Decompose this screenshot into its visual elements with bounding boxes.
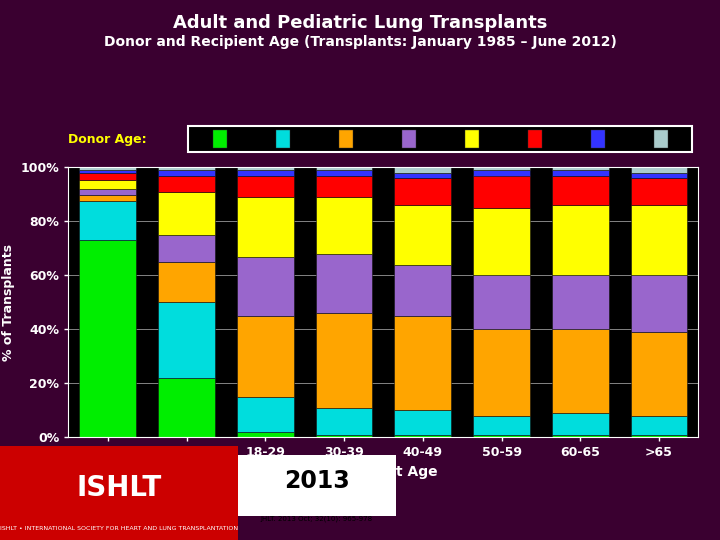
Bar [158, 176, 215, 192]
Bar [473, 176, 530, 208]
Bar [552, 170, 608, 176]
Bar [631, 173, 688, 178]
X-axis label: Recipient Age: Recipient Age [329, 465, 438, 479]
Bar [158, 192, 215, 235]
Bar [631, 205, 688, 275]
Bar [552, 435, 608, 437]
Bar [315, 176, 372, 197]
Bar [395, 410, 451, 435]
Text: Donor and Recipient Age (Transplants: January 1985 – June 2012): Donor and Recipient Age (Transplants: Ja… [104, 35, 616, 49]
Bar [395, 265, 451, 316]
Bar [631, 178, 688, 205]
Bar [631, 167, 688, 173]
Text: 2013: 2013 [284, 469, 350, 494]
Bar [238, 455, 396, 516]
Bar [473, 416, 530, 435]
Bar [473, 275, 530, 329]
Bar [0, 446, 238, 540]
Bar [473, 329, 530, 416]
Bar [631, 332, 688, 416]
Bar [552, 176, 608, 205]
Bar [315, 408, 372, 435]
Bar [631, 275, 688, 332]
Bar [339, 130, 354, 148]
Bar [276, 130, 290, 148]
Bar [79, 195, 136, 201]
Bar [188, 126, 692, 152]
Text: Adult and Pediatric Lung Transplants: Adult and Pediatric Lung Transplants [173, 14, 547, 31]
Bar [315, 197, 372, 254]
Text: ISHLT • INTERNATIONAL SOCIETY FOR HEART AND LUNG TRANSPLANTATION: ISHLT • INTERNATIONAL SOCIETY FOR HEART … [0, 526, 238, 531]
Bar [528, 130, 542, 148]
Bar [473, 208, 530, 275]
Bar [552, 275, 608, 329]
Bar [315, 435, 372, 437]
Bar [473, 435, 530, 437]
Bar [79, 167, 136, 171]
Bar [395, 316, 451, 410]
Text: Donor Age:: Donor Age: [68, 132, 147, 146]
Bar [315, 254, 372, 313]
Bar [552, 413, 608, 435]
Bar [158, 262, 215, 302]
Bar [79, 188, 136, 195]
Bar [395, 435, 451, 437]
Bar [79, 173, 136, 179]
Bar [395, 173, 451, 178]
Bar [591, 130, 606, 148]
Text: ISHLT: ISHLT [76, 474, 161, 502]
Bar [552, 205, 608, 275]
Bar [79, 240, 136, 437]
Bar [237, 397, 294, 432]
Bar [402, 130, 416, 148]
Bar [158, 170, 215, 176]
Bar [213, 130, 228, 148]
Bar [158, 302, 215, 378]
Bar [79, 171, 136, 173]
Bar [158, 235, 215, 262]
Bar [237, 170, 294, 176]
Bar [237, 197, 294, 256]
Bar [79, 179, 136, 188]
Bar [465, 130, 480, 148]
Bar [654, 130, 668, 148]
Y-axis label: % of Transplants: % of Transplants [2, 244, 15, 361]
Bar [473, 170, 530, 176]
Bar [158, 167, 215, 170]
Bar [315, 167, 372, 170]
Bar [552, 329, 608, 413]
Bar [237, 176, 294, 197]
Bar [237, 316, 294, 397]
Bar [158, 378, 215, 437]
Bar [395, 167, 451, 173]
Text: JHLT. 2013 Oct; 32(10): 965-978: JHLT. 2013 Oct; 32(10): 965-978 [261, 516, 373, 523]
Bar [631, 435, 688, 437]
Bar [631, 416, 688, 435]
Bar [237, 256, 294, 316]
Bar [395, 205, 451, 265]
Bar [315, 313, 372, 408]
Bar [237, 432, 294, 437]
Bar [79, 201, 136, 240]
Bar [473, 167, 530, 170]
Bar [315, 170, 372, 176]
Bar [552, 167, 608, 170]
Bar [237, 167, 294, 170]
Bar [395, 178, 451, 205]
